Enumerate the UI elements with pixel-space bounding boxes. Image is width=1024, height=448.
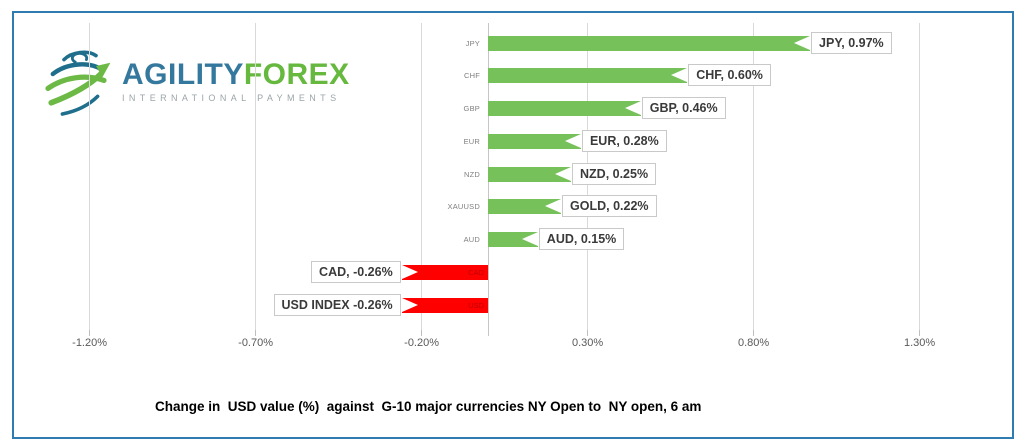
- category-label-inbar: CAD: [468, 267, 484, 277]
- brand-forex: FOREX: [243, 58, 350, 91]
- axis-tick: [89, 330, 91, 336]
- data-label: JPY, 0.97%: [811, 31, 892, 54]
- data-label: GBP, 0.46%: [641, 97, 726, 119]
- bar-eur: [488, 133, 581, 149]
- label-callout-wedge: [794, 35, 811, 50]
- category-label: GBP: [463, 104, 480, 113]
- label-callout-wedge: [624, 101, 641, 115]
- bar-usd-index: [401, 297, 488, 313]
- brand-text: AGILITYFOREX INTERNATIONAL PAYMENTS: [122, 58, 350, 104]
- axis-tick: [421, 330, 423, 336]
- bar-chf: [488, 68, 688, 84]
- brand-tagline: INTERNATIONAL PAYMENTS: [122, 93, 341, 103]
- axis-tick: [753, 330, 755, 336]
- data-label: EUR, 0.28%: [581, 129, 667, 152]
- gridline: [919, 23, 921, 330]
- brand-agility: AGILITY: [122, 58, 244, 91]
- axis-tick-label: 1.30%: [903, 337, 936, 349]
- axis-tick-label: -1.20%: [72, 337, 108, 349]
- category-label: XAUUSD: [447, 202, 480, 212]
- gridline: [89, 23, 91, 330]
- data-label: USD INDEX -0.26%: [273, 293, 401, 316]
- gridline: [421, 23, 423, 330]
- axis-tick: [587, 330, 589, 336]
- gridline: [753, 23, 755, 330]
- label-callout-wedge: [564, 133, 581, 148]
- bar-xauusd: [488, 199, 562, 215]
- bar-cad: [401, 264, 488, 280]
- gridline: [255, 23, 257, 330]
- data-label: CAD, -0.26%: [311, 260, 401, 283]
- category-label: CHF: [463, 71, 480, 81]
- category-label-inbar: USD: [468, 300, 484, 310]
- bar-jpy: [488, 35, 811, 51]
- axis-tick-label: 0.80%: [737, 337, 770, 349]
- axis-tick-label: -0.20%: [404, 337, 440, 349]
- data-label: GOLD, 0.22%: [562, 195, 657, 218]
- data-label: AUD, 0.15%: [538, 228, 625, 250]
- chart-caption: Change in USD value (%) against G-10 maj…: [155, 399, 702, 414]
- label-callout-wedge: [555, 166, 571, 181]
- category-label: JPY: [465, 38, 480, 48]
- axis-tick-label: -0.70%: [238, 337, 274, 349]
- category-label: AUD: [463, 235, 480, 244]
- label-callout-wedge: [671, 68, 688, 83]
- data-label: NZD, 0.25%: [572, 162, 657, 185]
- agility-forex-logo: AGILITYFOREX INTERNATIONAL PAYMENTS: [40, 42, 349, 122]
- label-callout-wedge: [521, 232, 538, 246]
- axis-tick-label: 0.30%: [571, 337, 604, 349]
- category-label: EUR: [463, 136, 480, 146]
- label-callout-wedge: [401, 264, 418, 279]
- data-label: CHF, 0.60%: [688, 64, 771, 87]
- category-label: NZD: [463, 169, 480, 179]
- axis-tick: [255, 330, 257, 336]
- bar-nzd: [488, 166, 571, 182]
- bar-gbp: [488, 101, 641, 116]
- axis-tick: [919, 330, 921, 336]
- label-callout-wedge: [545, 199, 562, 214]
- globe-arrow-icon: [45, 50, 111, 116]
- label-callout-wedge: [401, 297, 418, 312]
